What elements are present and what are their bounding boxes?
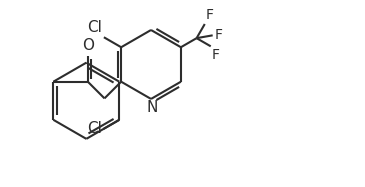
Text: F: F [215, 28, 223, 42]
Text: Cl: Cl [87, 121, 102, 136]
Text: F: F [205, 8, 214, 22]
Text: F: F [211, 48, 219, 62]
Text: N: N [146, 100, 157, 115]
Text: O: O [82, 38, 94, 53]
Text: Cl: Cl [87, 20, 102, 36]
